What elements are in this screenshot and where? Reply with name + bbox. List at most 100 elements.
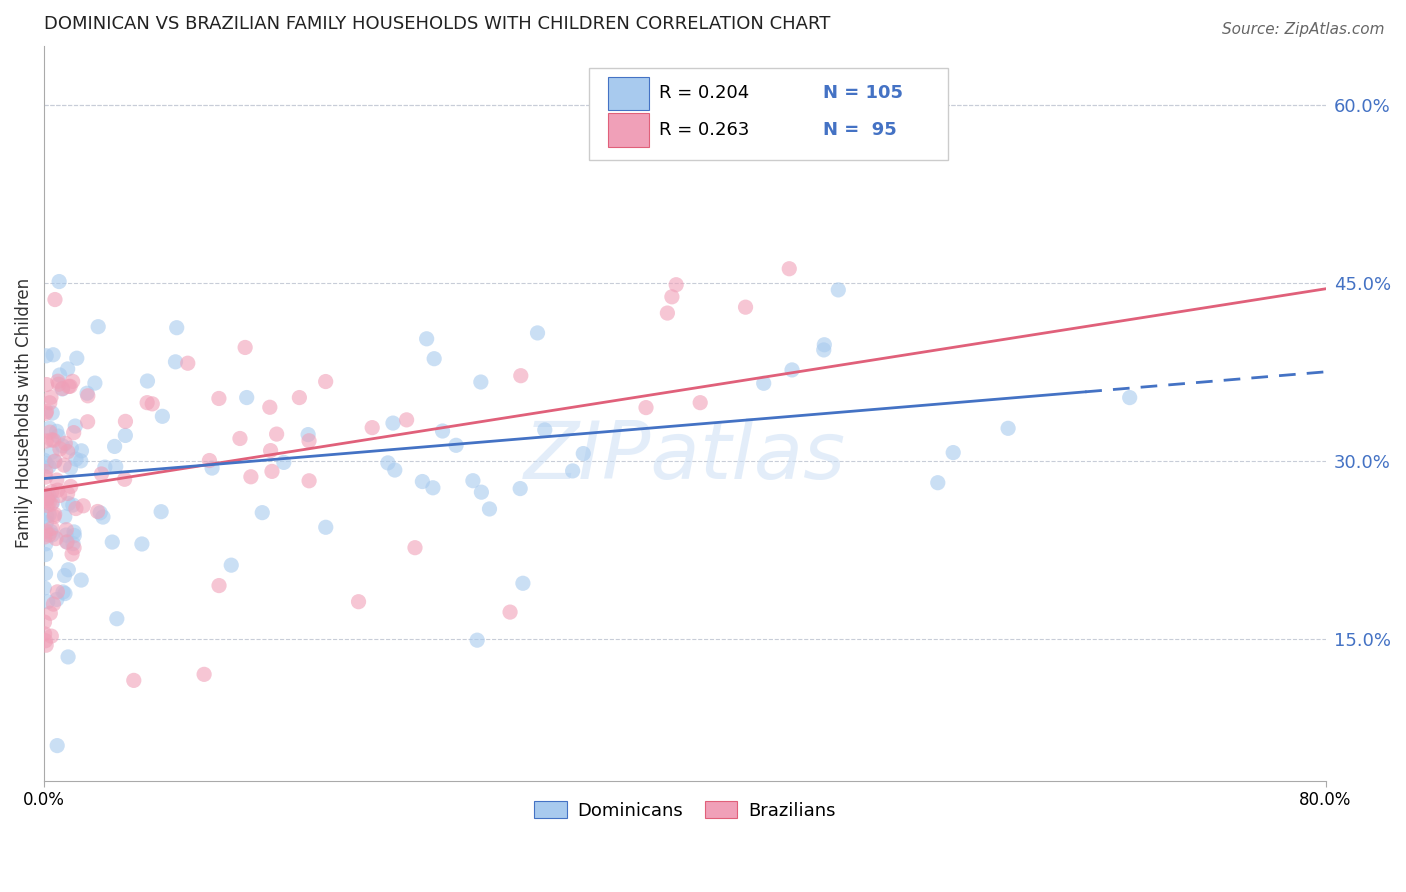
Point	[42, 434, 65, 448]
Point	[52, 382, 75, 396]
Point	[35, 491, 58, 506]
Point	[35, 434, 58, 448]
Point	[83, 376, 105, 390]
Point	[38, 508, 60, 522]
Point	[41, 433, 63, 447]
Point	[35, 377, 58, 392]
Point	[395, 413, 418, 427]
Point	[37, 595, 59, 609]
Point	[49, 442, 72, 456]
Point	[38, 496, 60, 510]
Point	[114, 414, 136, 428]
Point	[59, 461, 82, 475]
Point	[34, 530, 56, 544]
FancyBboxPatch shape	[589, 68, 948, 160]
Point	[59, 479, 82, 493]
Point	[42, 348, 65, 362]
Point	[239, 470, 262, 484]
Point	[499, 605, 522, 619]
Point	[444, 438, 467, 452]
Y-axis label: Family Households with Children: Family Households with Children	[15, 278, 32, 549]
Point	[48, 488, 70, 502]
Point	[42, 495, 65, 509]
Point	[41, 445, 63, 459]
Point	[56, 486, 79, 500]
Point	[634, 401, 657, 415]
Point	[1118, 391, 1140, 405]
Point	[297, 427, 319, 442]
Point	[91, 510, 114, 524]
Point	[56, 535, 79, 549]
Point	[533, 423, 555, 437]
Point	[273, 455, 295, 469]
Text: N = 105: N = 105	[824, 85, 903, 103]
Point	[94, 460, 117, 475]
Point	[66, 351, 89, 366]
Point	[512, 576, 534, 591]
Point	[35, 457, 58, 471]
Point	[252, 506, 274, 520]
Point	[39, 524, 62, 539]
Point	[35, 406, 58, 420]
Point	[45, 532, 67, 546]
Point	[46, 483, 69, 498]
Point	[86, 504, 108, 518]
Point	[997, 421, 1019, 435]
Legend: Dominicans, Brazilians: Dominicans, Brazilians	[527, 794, 842, 827]
Point	[104, 439, 127, 453]
Point	[38, 396, 60, 410]
Point	[404, 541, 426, 555]
Point	[298, 434, 321, 448]
Point	[38, 459, 60, 474]
Point	[422, 481, 444, 495]
Point	[39, 629, 62, 643]
Point	[53, 509, 76, 524]
Point	[572, 446, 595, 460]
Point	[65, 419, 87, 434]
Point	[131, 537, 153, 551]
Point	[942, 445, 965, 459]
Point	[38, 425, 60, 439]
Text: DOMINICAN VS BRAZILIAN FAMILY HOUSEHOLDS WITH CHILDREN CORRELATION CHART: DOMINICAN VS BRAZILIAN FAMILY HOUSEHOLDS…	[44, 15, 831, 33]
Point	[266, 427, 288, 442]
Point	[34, 633, 56, 648]
Point	[45, 473, 67, 487]
Point	[104, 459, 127, 474]
Point	[35, 493, 58, 508]
Point	[813, 343, 835, 357]
Point	[101, 535, 124, 549]
Point	[411, 475, 433, 489]
Point	[44, 454, 66, 468]
Point	[150, 409, 173, 424]
Point	[65, 501, 87, 516]
Point	[56, 362, 79, 376]
Point	[46, 374, 69, 388]
Point	[780, 363, 803, 377]
Point	[58, 379, 80, 393]
Point	[53, 586, 76, 600]
Point	[38, 528, 60, 542]
Point	[461, 474, 484, 488]
Point	[41, 484, 63, 499]
Point	[657, 306, 679, 320]
Text: ZIPatlas: ZIPatlas	[524, 418, 846, 497]
Point	[315, 375, 337, 389]
Point	[51, 439, 73, 453]
Point	[478, 502, 501, 516]
Point	[778, 261, 800, 276]
Point	[48, 377, 70, 392]
Point	[415, 332, 437, 346]
Point	[69, 454, 91, 468]
FancyBboxPatch shape	[607, 113, 650, 147]
Point	[55, 528, 77, 542]
Point	[165, 355, 187, 369]
Point	[561, 464, 583, 478]
Point	[734, 300, 756, 314]
Point	[813, 337, 835, 351]
Point	[56, 444, 79, 458]
Point	[62, 498, 84, 512]
Text: R = 0.263: R = 0.263	[659, 121, 749, 139]
Point	[141, 397, 163, 411]
Point	[665, 277, 688, 292]
Point	[361, 420, 384, 434]
